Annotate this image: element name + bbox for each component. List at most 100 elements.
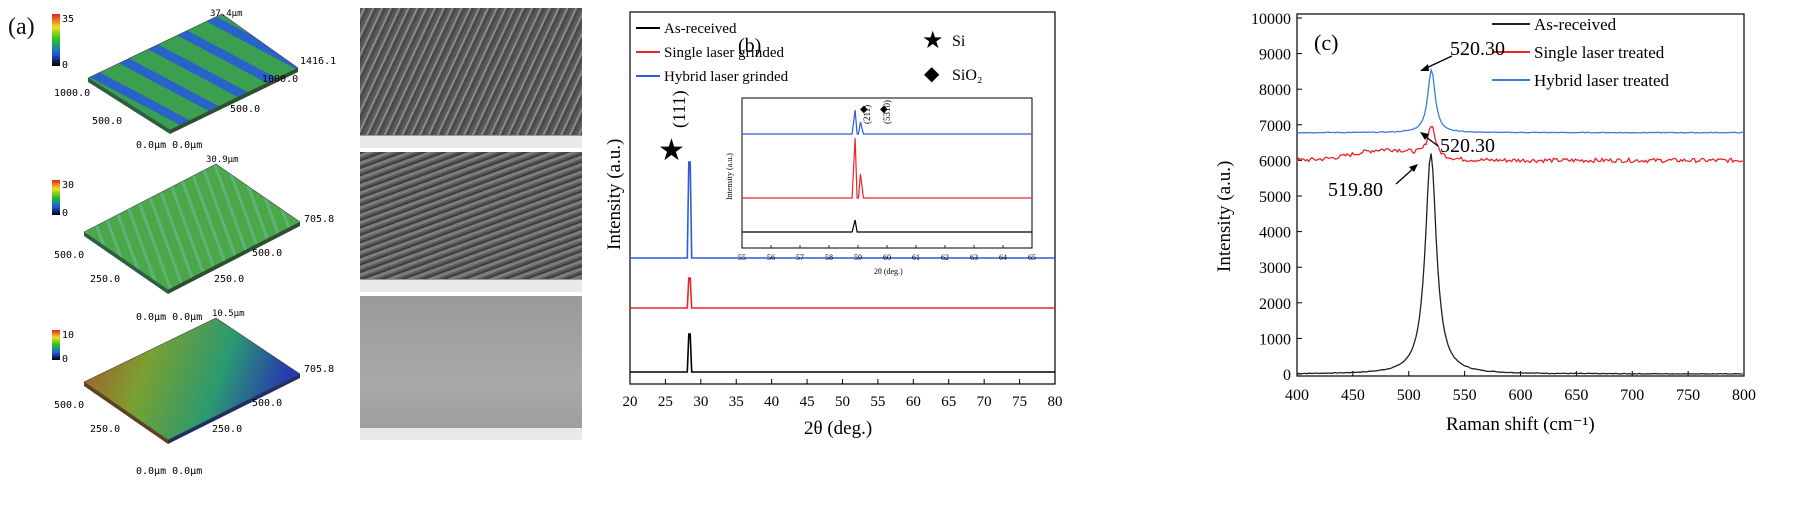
inset-x-tick-label: 61: [912, 253, 920, 262]
raman-y-tick-label: 3000: [1259, 260, 1291, 277]
annotation-single-peak: 520.30: [1440, 135, 1495, 157]
xrd-x-tick-label: 55: [870, 394, 885, 410]
inset-peak-5310: (5310): [882, 100, 892, 124]
annotation-arrowhead-2: [1420, 132, 1429, 140]
xrd-x-tick-label: 20: [623, 394, 638, 410]
sem-scale-bar-1: [360, 135, 582, 148]
inset-series-0: [742, 219, 1032, 233]
raman-x-tick-label: 650: [1564, 387, 1588, 404]
map-1-x-label: 1000.0: [54, 88, 90, 99]
raman-x-label: Raman shift (cm⁻¹): [1446, 414, 1595, 435]
map-2-surface: [83, 163, 301, 291]
map-3-y-label: 500.0: [252, 398, 282, 409]
xrd-chart: 20 25 30 35 40 45 50 55 60 65 70 75 80 As-received S…: [604, 11, 1063, 439]
xrd-x-tick-label: 25: [658, 394, 673, 410]
raman-chart: 0 1000 2000 3000 4000 5000 6000 7000 8000 9000 100…: [1214, 11, 1756, 435]
map-3-surface: [83, 317, 301, 441]
raman-x-tick-label: 400: [1285, 387, 1309, 404]
legend-label-as-received: As-received: [664, 21, 737, 37]
xrd-x-ticks: 20 25 30 35 40 45 50 55 60 65 70 75 80: [623, 379, 1063, 410]
raman-y-label: Intensity (a.u.): [1214, 161, 1235, 272]
marker-sio2-label: SiO₂: [952, 67, 982, 84]
map-2-origin: 0.0μm 0.0μm: [136, 312, 202, 323]
peak-star-icon: ★: [658, 134, 685, 167]
raman-series-1: [1296, 125, 1744, 164]
inset-x-label: 2θ (deg.): [874, 267, 903, 276]
surface-map-3: 10 0 10.5μm 500.0 250.0 0.0μm 0.0μm 250.…: [52, 309, 334, 477]
raman-x-ticks: 400 450 500 550 600 650 700 750 800: [1285, 371, 1756, 404]
inset-x-tick-label: 64: [999, 253, 1007, 262]
xrd-x-tick-label: 75: [1012, 394, 1027, 410]
colorbar-1: [52, 14, 60, 66]
sem-image-1: [360, 8, 582, 148]
raman-y-tick-label: 5000: [1259, 189, 1291, 206]
raman-legend-single: Single laser treated: [1534, 43, 1665, 62]
inset-x-tick-label: 56: [767, 253, 775, 262]
raman-series-2: [1296, 67, 1743, 134]
xrd-x-tick-label: 30: [693, 394, 708, 410]
surface-maps: 35 0 37.4μm 1000.0 500.0 0.0μm 0.0μm 500…: [52, 9, 336, 477]
inset-series: [742, 109, 1032, 233]
panel-a-label: (a): [8, 14, 35, 40]
sem-scale-bar-2: [360, 279, 582, 292]
raman-y-tick-label: 6000: [1259, 153, 1291, 170]
raman-y-tick-label: 8000: [1259, 82, 1291, 99]
colorbar-2: [52, 180, 60, 215]
map-1-y-mid: 500.0: [230, 104, 260, 115]
inset-x-tick-label: 58: [825, 253, 833, 262]
map-3-x-mid: 250.0: [90, 424, 120, 435]
inset-x-tick-label: 55: [738, 253, 746, 262]
map-3-top-label: 10.5μm: [212, 309, 245, 319]
xrd-x-tick-label: 70: [977, 394, 992, 410]
xrd-series-0: [630, 333, 1055, 373]
xrd-x-tick-label: 35: [729, 394, 744, 410]
surface-map-2: 30 0 30.9μm 500.0 250.0 0.0μm 0.0μm 250.…: [52, 155, 334, 323]
raman-y-tick-label: 1000: [1259, 331, 1291, 348]
map-2-x-label: 500.0: [54, 250, 84, 261]
xrd-series-1: [630, 277, 1055, 309]
inset-x-tick-label: 62: [941, 253, 949, 262]
raman-y-tick-label: 10000: [1251, 11, 1291, 28]
xrd-legend: As-received Single laser grinded Hybrid …: [636, 21, 789, 85]
map-2-y-mid: 250.0: [214, 274, 244, 285]
xrd-series: [630, 161, 1055, 373]
map-3-origin: 0.0μm 0.0μm: [136, 466, 202, 477]
marker-si-label: Si: [952, 33, 966, 50]
inset-frame: [741, 97, 1033, 249]
colorbar-3-min: 0: [62, 354, 68, 365]
inset-series-2: [742, 109, 1032, 135]
map-2-y-far: 705.8: [304, 214, 334, 225]
raman-y-tick-label: 0: [1283, 367, 1291, 384]
panel-c: 0 1000 2000 3000 4000 5000 6000 7000 8000 9000 100…: [1200, 0, 1812, 512]
xrd-x-tick-label: 80: [1048, 394, 1063, 410]
inset-peak-211: (211): [862, 105, 872, 124]
raman-y-tick-label: 2000: [1259, 296, 1291, 313]
raman-x-tick-label: 450: [1341, 387, 1365, 404]
xrd-y-label: Intensity (a.u.): [604, 139, 625, 250]
xrd-x-label: 2θ (deg.): [804, 418, 872, 439]
raman-y-ticks: 0 1000 2000 3000 4000 5000 6000 7000 8000 9000 100…: [1251, 11, 1302, 384]
inset-y-label: Intensity (a.u.): [725, 153, 734, 200]
surface-map-1: 35 0 37.4μm 1000.0 500.0 0.0μm 0.0μm 500…: [52, 9, 336, 151]
annotation-as-received-peak: 519.80: [1328, 179, 1383, 201]
xrd-x-tick-label: 50: [835, 394, 850, 410]
raman-x-tick-label: 500: [1397, 387, 1421, 404]
annotation-arrowhead-1: [1420, 64, 1429, 71]
raman-x-tick-label: 600: [1509, 387, 1533, 404]
xrd-inset: 55 56 57 58 59 60 61 62 63 64 65 Intensity (a.u.) …: [725, 97, 1036, 276]
inset-series-1: [742, 137, 1032, 199]
inset-x-tick-label: 59: [854, 253, 862, 262]
map-1-surface: [87, 13, 299, 131]
inset-x-tick-label: 57: [796, 253, 804, 262]
inset-x-tick-label: 63: [970, 253, 978, 262]
xrd-x-tick-label: 60: [906, 394, 921, 410]
raman-series: [1296, 67, 1744, 375]
panel-a: (a): [0, 0, 590, 512]
inset-diamond-icon-1: ◆: [860, 104, 868, 115]
inset-diamond-icon-2: ◆: [880, 104, 888, 115]
legend-label-hybrid: Hybrid laser grinded: [664, 69, 789, 85]
colorbar-3-max: 10: [62, 330, 74, 341]
raman-y-tick-label: 9000: [1259, 47, 1291, 64]
legend-label-single: Single laser grinded: [664, 45, 784, 61]
map-3-x-label: 500.0: [54, 400, 84, 411]
